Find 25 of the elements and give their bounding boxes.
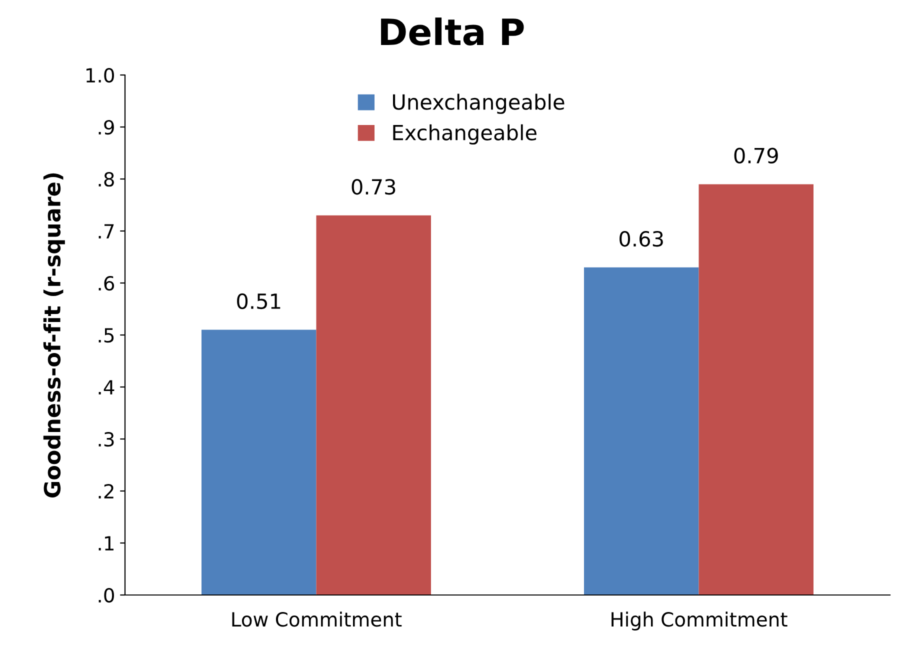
- y-tick-label: .3: [98, 432, 114, 447]
- y-tick-label: .2: [98, 484, 114, 498]
- bar: [316, 215, 431, 595]
- legend-label: Unexchangeable: [393, 94, 564, 114]
- data-label: 0.73: [352, 178, 396, 195]
- x-tick-label: Low Commitment: [232, 612, 402, 627]
- y-axis-title: Goodness-of-fit (r-square): [43, 173, 65, 498]
- chart-title: Delta P: [381, 18, 524, 46]
- data-label: 0.51: [237, 293, 280, 310]
- y-tick-label: .9: [98, 120, 114, 135]
- bar: [698, 184, 814, 595]
- bar: [584, 267, 699, 595]
- data-label: 0.63: [620, 230, 663, 247]
- x-tick-label: High Commitment: [612, 612, 788, 630]
- y-tick-label: .8: [98, 172, 114, 187]
- y-tick-label: .5: [98, 328, 114, 343]
- bar: [202, 330, 316, 595]
- y-tick-label: .7: [98, 224, 114, 238]
- y-tick-label: .6: [98, 276, 114, 291]
- y-tick-label: .1: [98, 536, 114, 550]
- y-tick-label: 1.0: [86, 68, 114, 83]
- y-tick-label: .4: [98, 380, 114, 394]
- data-label: 0.79: [734, 148, 778, 164]
- legend-label: Exchangeable: [393, 124, 536, 144]
- y-tick-label: .0: [98, 588, 114, 603]
